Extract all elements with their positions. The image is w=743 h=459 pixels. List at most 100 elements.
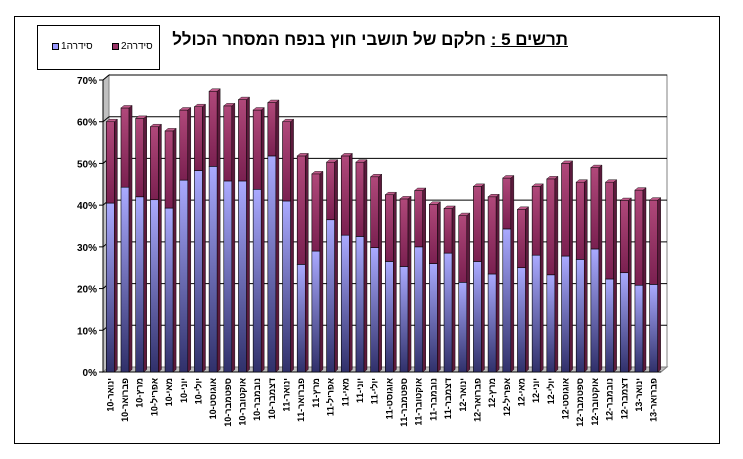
bar-series2	[443, 208, 453, 254]
bar-side	[584, 179, 588, 373]
x-tick-label: אוגוסט-12	[561, 378, 571, 419]
bar-series2	[414, 190, 424, 248]
x-tick-label: יולי-12	[546, 378, 556, 404]
bar-top	[267, 99, 280, 103]
bar-series2	[649, 199, 658, 285]
bar-series2	[267, 102, 277, 157]
x-tick-label: ינואר-13	[634, 378, 644, 412]
bar-side	[540, 183, 544, 373]
bar-side	[437, 201, 441, 373]
bar-series2	[546, 178, 556, 276]
bar-series1	[443, 252, 453, 373]
bar-series1	[399, 266, 409, 373]
bar-side	[407, 195, 412, 373]
bar-series2	[473, 186, 482, 262]
bar-series1	[223, 180, 233, 373]
x-tick-label: ספטמבר-11	[399, 378, 409, 427]
bar-series2	[399, 198, 409, 267]
bar-side	[275, 99, 280, 373]
x-tick-label: אפריל-11	[326, 378, 336, 416]
bar-top	[223, 103, 236, 107]
bar-series2	[634, 189, 644, 286]
bar-series2	[135, 118, 145, 198]
y-tick-label: 50%	[77, 159, 97, 170]
bar-top	[502, 175, 515, 179]
bar-series1	[355, 236, 365, 373]
legend-label-series1: סידרה1	[61, 41, 93, 52]
x-tick-label: מאי-11	[340, 378, 350, 406]
chart-frame	[14, 16, 720, 444]
bar-top	[546, 176, 559, 180]
x-tick-label: אפריל-10	[149, 378, 159, 416]
bar-series1	[120, 186, 130, 373]
bar-top	[370, 174, 383, 177]
bar-top	[428, 201, 441, 205]
bar-series1	[429, 263, 438, 373]
x-tick-label: דצמבר-12	[619, 378, 629, 419]
bar-side	[598, 164, 603, 373]
bar-side	[319, 170, 324, 373]
x-tick-label: אוגוסט-11	[384, 378, 394, 419]
bar-series1	[487, 273, 497, 373]
bar-series2	[194, 106, 203, 171]
y-tick-label: 30%	[77, 243, 97, 254]
x-tick-label: נובמבר-10	[252, 378, 262, 421]
chart-title-prefix: תרשים 5	[501, 30, 568, 49]
x-tick-label: יוני-11	[355, 378, 365, 403]
bar-side	[657, 197, 661, 373]
bar-series1	[575, 259, 585, 373]
x-tick-label: יוני-10	[179, 378, 189, 403]
bar-side	[187, 107, 192, 373]
bar-series1	[517, 267, 526, 373]
bar-series1	[605, 278, 614, 373]
bar-top	[443, 205, 456, 209]
y-tick-label: 40%	[77, 201, 97, 212]
legend: סידרה1 סידרה2	[37, 25, 160, 70]
bar-series2	[531, 186, 541, 256]
bar-side	[495, 193, 500, 373]
bar-side	[202, 103, 206, 373]
bar-top	[458, 212, 471, 216]
bar-side	[172, 127, 177, 373]
bar-series1	[531, 254, 541, 373]
bar-series2	[106, 121, 115, 204]
bar-series1	[370, 247, 379, 373]
bar-side	[334, 159, 338, 373]
bar-series1	[473, 261, 482, 373]
bar-side	[569, 160, 573, 373]
x-tick-label: פברואר-13	[649, 378, 659, 422]
bar-series2	[605, 181, 614, 280]
bar-series2	[487, 196, 497, 275]
legend-item-series1: סידרה1	[52, 41, 93, 52]
x-tick-label: יולי-11	[370, 378, 380, 404]
bar-top	[135, 115, 148, 119]
bar-series1	[194, 170, 203, 373]
bar-top	[472, 183, 486, 187]
bar-top	[634, 187, 647, 191]
bar-series1	[296, 264, 306, 373]
bar-side	[554, 175, 559, 373]
bar-series2	[590, 167, 600, 250]
bar-side	[613, 179, 617, 373]
bar-series1	[150, 199, 159, 373]
bar-side	[290, 118, 294, 373]
bar-top	[575, 179, 588, 183]
bar-series1	[649, 284, 658, 373]
bar-top	[649, 197, 662, 201]
bar-top	[487, 194, 500, 198]
x-tick-label: דצמבר-11	[443, 378, 453, 419]
x-tick-label: פברואר-12	[472, 378, 482, 422]
x-tick-label: דצמבר-10	[267, 378, 277, 419]
x-tick-label: יולי-10	[193, 378, 203, 404]
bar-series2	[252, 109, 262, 190]
x-tick-label: ספטמבר-12	[575, 378, 585, 427]
bar-top	[531, 183, 544, 187]
bar-series2	[150, 126, 159, 201]
bar-series1	[311, 250, 321, 373]
bar-series1	[385, 261, 394, 373]
bar-series2	[370, 176, 379, 248]
gridline-depth	[102, 74, 110, 81]
bar-side	[422, 187, 426, 373]
y-tick-label: 10%	[77, 326, 97, 337]
bar-series2	[517, 209, 526, 269]
